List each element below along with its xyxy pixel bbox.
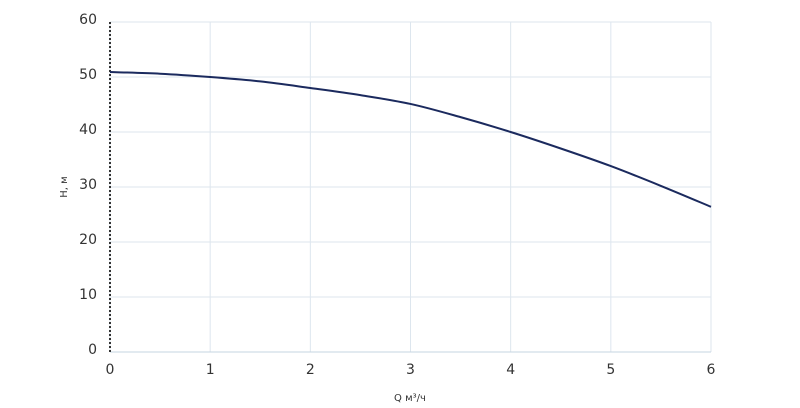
curve (109, 71, 712, 208)
x-tick-label: 5 (606, 362, 615, 378)
y-axis-title: H, м (59, 176, 70, 197)
x-tick-label: 4 (506, 362, 515, 378)
x-axis-title: Q м³/ч (394, 393, 426, 404)
y-tick-label: 10 (79, 287, 97, 303)
x-tick-label: 0 (106, 362, 115, 378)
y-tick-label: 0 (88, 342, 97, 358)
x-tick-label: 2 (306, 362, 315, 378)
y-tick-label: 40 (79, 122, 97, 138)
x-tick-label: 3 (406, 362, 415, 378)
y-tick-label: 20 (79, 232, 97, 248)
y-tick-label: 50 (79, 67, 97, 83)
y-tick-label: 30 (79, 177, 97, 193)
x-tick-label: 1 (206, 362, 215, 378)
x-tick-label: 6 (707, 362, 716, 378)
y-tick-label: 60 (79, 12, 97, 28)
